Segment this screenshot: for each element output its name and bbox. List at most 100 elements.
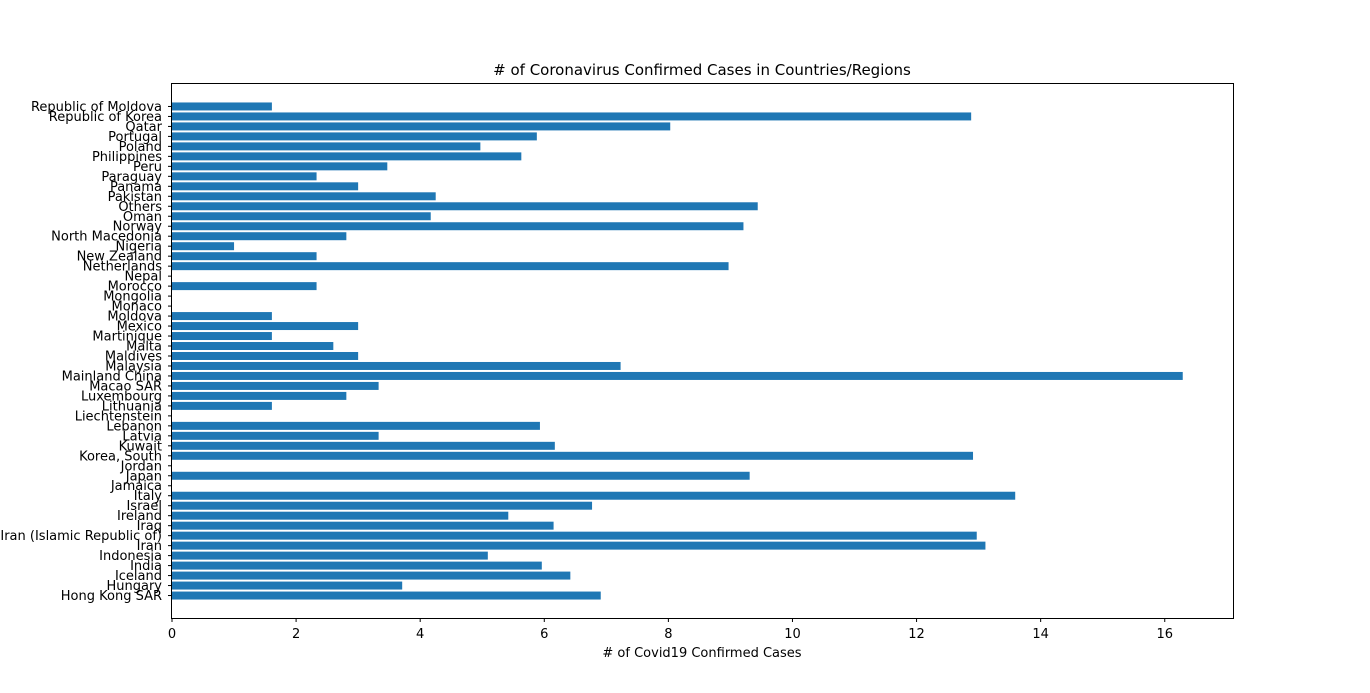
y-tick-label: Ireland — [117, 509, 162, 524]
bar — [172, 451, 974, 460]
bar — [172, 122, 671, 131]
bar — [172, 222, 744, 231]
x-axis-label: # of Covid19 Confirmed Cases — [602, 646, 801, 661]
bar — [172, 102, 272, 111]
x-tick-label: 4 — [416, 627, 424, 642]
y-tick-label: Poland — [119, 140, 162, 155]
y-tick-label: Others — [118, 200, 162, 215]
y-tick-label: Hungary — [106, 579, 162, 594]
y-tick-label: Morocco — [108, 280, 162, 295]
bar — [172, 431, 379, 440]
bars-group — [172, 102, 1183, 600]
bar — [172, 162, 388, 171]
bar — [172, 561, 542, 570]
x-tick-label: 0 — [168, 627, 176, 642]
y-tick-label: Pakistan — [108, 190, 162, 205]
bar — [172, 282, 317, 291]
bar — [172, 172, 317, 181]
bar — [172, 232, 347, 241]
bar — [172, 511, 509, 520]
x-tick-label: 8 — [664, 627, 672, 642]
y-tick-label: Moldova — [107, 310, 162, 325]
bar — [172, 112, 972, 121]
y-tick-label: Peru — [133, 160, 162, 175]
y-tick-label: Republic of Moldova — [31, 100, 162, 115]
y-tick-label: Netherlands — [83, 260, 162, 275]
bar — [172, 361, 621, 370]
bar — [172, 521, 554, 530]
x-tick-label: 12 — [908, 627, 925, 642]
x-tick-label: 6 — [540, 627, 548, 642]
bar — [172, 571, 571, 580]
y-tick-label: Lebanon — [106, 419, 162, 434]
bar — [172, 381, 379, 390]
bar — [172, 192, 436, 201]
y-tick-label: Iraq — [137, 519, 162, 534]
y-tick-label: Jamaica — [110, 479, 162, 494]
bar — [172, 351, 359, 360]
bar — [172, 332, 272, 341]
y-tick-label: Iran — [137, 539, 162, 554]
bar — [172, 441, 555, 450]
bar — [172, 531, 977, 540]
y-tick-label: Philippines — [92, 150, 162, 165]
bar — [172, 491, 1016, 500]
y-tick-label: Iceland — [115, 569, 162, 584]
y-tick-label: Latvia — [122, 429, 162, 444]
y-tick-label: Hong Kong SAR — [61, 589, 162, 604]
bar — [172, 132, 537, 141]
chart-title: # of Coronavirus Confirmed Cases in Coun… — [493, 61, 911, 79]
bar — [172, 501, 593, 510]
y-tick-label: Oman — [123, 210, 162, 225]
x-tick-label: 10 — [784, 627, 801, 642]
y-tick-label: Macao SAR — [89, 379, 162, 394]
y-tick-label: Mainland China — [62, 369, 162, 384]
y-tick-label: Panama — [110, 180, 162, 195]
bar — [172, 152, 522, 161]
y-tick-label: Nepal — [124, 270, 162, 285]
bar — [172, 391, 347, 400]
y-tick-label: North Macedonia — [51, 230, 162, 245]
y-tick-label: Jordan — [120, 459, 162, 474]
y-tick-label: Portugal — [108, 130, 162, 145]
y-tick-label: Israel — [126, 499, 162, 514]
y-tick-labels: Hong Kong SARHungaryIcelandIndiaIndonesi… — [0, 100, 172, 604]
bar — [172, 142, 481, 151]
y-tick-label: Norway — [113, 220, 163, 235]
y-tick-label: Iran (Islamic Republic of) — [0, 529, 162, 544]
x-tick-label: 2 — [292, 627, 300, 642]
y-tick-label: Nigeria — [115, 240, 162, 255]
bar — [172, 471, 750, 480]
bar — [172, 401, 272, 410]
bar — [172, 212, 431, 221]
bar — [172, 202, 758, 211]
bar — [172, 421, 540, 430]
y-tick-label: Monaco — [112, 300, 163, 315]
y-tick-label: Luxembourg — [81, 389, 162, 404]
y-tick-label: Lithuania — [102, 399, 162, 414]
bar — [172, 342, 334, 351]
y-tick-label: Indonesia — [99, 549, 162, 564]
y-tick-label: India — [130, 559, 162, 574]
bar — [172, 312, 272, 321]
bar — [172, 322, 359, 331]
bar — [172, 541, 986, 550]
y-tick-label: Liechtenstein — [75, 409, 162, 424]
bar — [172, 262, 729, 271]
y-tick-label: Republic of Korea — [49, 110, 162, 125]
bar — [172, 242, 235, 251]
y-tick-label: Mongolia — [103, 290, 162, 305]
y-tick-label: Mexico — [117, 320, 162, 335]
bar — [172, 182, 359, 191]
plot-frame — [171, 83, 1234, 619]
bar — [172, 581, 403, 590]
y-tick-label: Martinique — [92, 330, 162, 345]
bar — [172, 551, 488, 560]
x-tick-label: 14 — [1032, 627, 1049, 642]
y-tick-label: Korea, South — [79, 449, 162, 464]
y-tick-label: Maldives — [105, 349, 162, 364]
bar — [172, 252, 317, 261]
bar — [172, 591, 601, 600]
